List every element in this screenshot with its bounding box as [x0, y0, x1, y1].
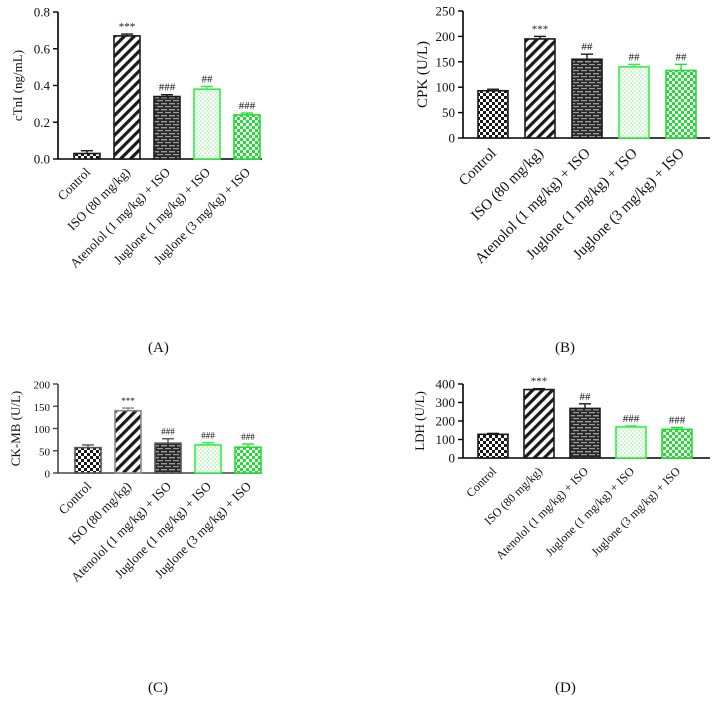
bar-juglone-3-mg-kg-iso	[233, 114, 261, 160]
significance-label: ***	[121, 396, 135, 406]
significance-label: ###	[201, 431, 215, 441]
y-axis-label: cTnI (ng/mL)	[10, 50, 25, 121]
y-tick-label: 150	[436, 54, 456, 69]
y-tick-label: 100	[436, 432, 456, 447]
y-axis-label: LDH (U/L)	[412, 391, 427, 451]
significance-label: ##	[629, 51, 641, 63]
x-category-label: Juglone (1 mg/kg) + ISO	[542, 464, 637, 559]
panel-a-text: (A)	[148, 340, 169, 356]
panel-label-c: (C)	[148, 680, 168, 697]
y-tick-label: 250	[436, 4, 456, 19]
significance-label: ***	[531, 376, 548, 388]
y-tick-label: 200	[436, 29, 456, 44]
panel-d-text: (D)	[555, 680, 576, 696]
significance-label: ###	[161, 427, 175, 437]
significance-label: ***	[532, 23, 549, 35]
x-category-label: Control	[55, 478, 94, 517]
y-tick-label: 50	[39, 446, 51, 458]
y-tick-label: 0	[45, 469, 51, 481]
x-category-label: Control	[463, 464, 499, 500]
significance-label: ###	[159, 82, 176, 94]
panel-label-a: (A)	[148, 340, 169, 357]
bar-atenolol-1-mg-kg-iso	[153, 95, 181, 160]
y-tick-label: 0	[449, 131, 456, 146]
significance-label: ##	[580, 391, 592, 403]
bar-juglone-3-mg-kg-iso	[234, 446, 262, 474]
bar-control	[74, 446, 102, 474]
y-axis-label: CK-MB (U/L)	[8, 391, 23, 466]
y-tick-label: 0.0	[34, 152, 50, 167]
bar-juglone-1-mg-kg-iso	[615, 426, 647, 459]
y-tick-label: 0.6	[34, 41, 51, 56]
bar-juglone-1-mg-kg-iso	[193, 88, 221, 160]
x-category-label: Control	[456, 146, 500, 190]
bar-control	[73, 152, 101, 160]
significance-label: ##	[582, 41, 594, 53]
y-tick-label: 100	[34, 424, 51, 436]
panel-b-text: (B)	[555, 340, 575, 356]
panel-c-text: (C)	[148, 680, 168, 696]
x-category-label: Control	[54, 164, 93, 203]
bar-control	[477, 89, 509, 139]
significance-label: ***	[119, 21, 136, 33]
y-tick-label: 100	[436, 80, 456, 95]
y-tick-label: 200	[436, 414, 456, 429]
significance-label: ##	[202, 73, 214, 85]
panel-label-d: (D)	[555, 680, 576, 697]
y-tick-label: 150	[34, 402, 51, 414]
y-tick-label: 0.2	[34, 115, 50, 130]
y-tick-label: 400	[436, 377, 456, 392]
bar-juglone-3-mg-kg-iso	[661, 428, 693, 459]
bar-juglone-1-mg-kg-iso	[618, 66, 650, 139]
x-category-label: Atenolol (1 mg/kg) + ISO	[493, 464, 591, 562]
bar-juglone-3-mg-kg-iso	[665, 69, 697, 139]
bar-iso-80-mg-kg	[114, 409, 142, 474]
bar-atenolol-1-mg-kg-iso	[569, 407, 601, 459]
y-tick-label: 0.8	[34, 5, 50, 20]
y-tick-label: 300	[436, 395, 456, 410]
bar-iso-80-mg-kg	[113, 35, 141, 160]
bar-atenolol-1-mg-kg-iso	[154, 442, 182, 474]
significance-label: ###	[669, 414, 686, 426]
panel-label-b: (B)	[555, 340, 575, 357]
significance-label: ##	[676, 51, 688, 63]
bar-iso-80-mg-kg	[523, 388, 555, 459]
bar-control	[477, 433, 509, 459]
y-tick-label: 0.4	[34, 78, 51, 93]
y-tick-label: 50	[442, 105, 455, 120]
y-axis-label: CPK (U/L)	[415, 41, 431, 108]
bar-juglone-1-mg-kg-iso	[194, 444, 222, 474]
x-category-label: Juglone (3 mg/kg) + ISO	[588, 464, 683, 559]
bar-atenolol-1-mg-kg-iso	[571, 58, 603, 139]
significance-label: ###	[241, 432, 255, 442]
y-tick-label: 0	[449, 451, 456, 466]
y-tick-label: 200	[34, 380, 51, 392]
bar-iso-80-mg-kg	[524, 38, 556, 139]
significance-label: ###	[239, 100, 256, 112]
significance-label: ###	[623, 413, 640, 425]
